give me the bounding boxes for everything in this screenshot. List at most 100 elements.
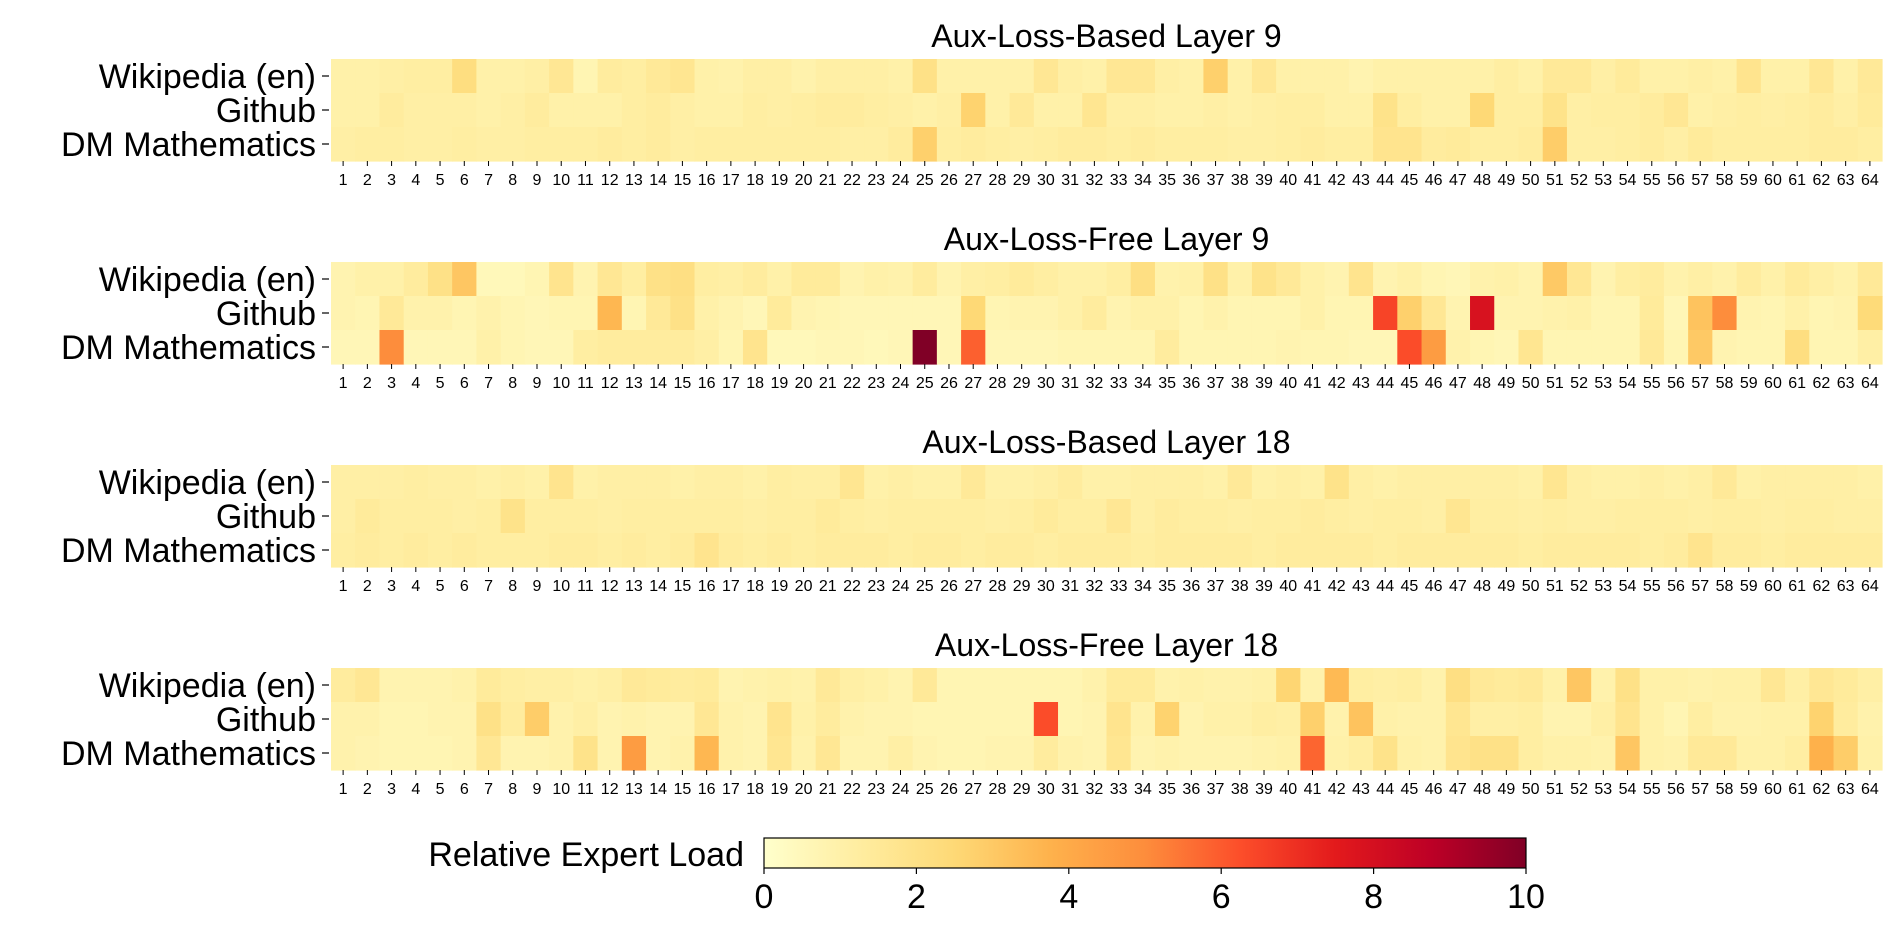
- heatmap-cell: [1154, 668, 1180, 703]
- heatmap-cell: [1591, 93, 1617, 128]
- x-tick-label: 9: [533, 375, 542, 392]
- heatmap-cell: [1179, 533, 1205, 568]
- heatmap-cell: [936, 262, 962, 297]
- heatmap-cell: [1470, 127, 1495, 162]
- panel-title: Aux-Loss-Based Layer 9: [931, 18, 1281, 54]
- heatmap-cell: [1373, 533, 1398, 568]
- heatmap-cell: [1324, 499, 1350, 534]
- x-tick-label: 10: [552, 375, 570, 392]
- x-tick-label: 18: [746, 578, 764, 595]
- heatmap-cell: [1154, 736, 1180, 771]
- heatmap-cell: [1082, 499, 1108, 534]
- x-tick-label: 43: [1352, 578, 1370, 595]
- x-tick-label: 25: [916, 172, 934, 189]
- x-tick-label: 55: [1643, 375, 1661, 392]
- heatmap-cell: [549, 296, 574, 331]
- x-tick-label: 46: [1425, 781, 1443, 798]
- heatmap-cell: [864, 93, 889, 128]
- heatmap-cell: [1542, 668, 1568, 703]
- heatmap-cell: [718, 736, 744, 771]
- heatmap-cell: [646, 262, 671, 297]
- heatmap-cell: [646, 668, 671, 703]
- heatmap-cell: [1300, 465, 1326, 500]
- heatmap-cell: [427, 127, 453, 162]
- x-tick-label: 17: [722, 172, 740, 189]
- heatmap-cell: [1373, 262, 1398, 297]
- heatmap-cell: [1494, 330, 1520, 365]
- heatmap-cell: [791, 499, 817, 534]
- heatmap-cell: [1179, 127, 1205, 162]
- x-tick-label: 12: [601, 375, 619, 392]
- heatmap-cell: [985, 262, 1011, 297]
- heatmap-cell: [1663, 465, 1689, 500]
- heatmap-cell: [1227, 533, 1253, 568]
- x-tick-label: 1: [339, 781, 348, 798]
- heatmap-cell: [573, 127, 599, 162]
- heatmap-cell: [427, 296, 453, 331]
- heatmap-cell: [694, 702, 720, 737]
- heatmap-cell: [1348, 668, 1374, 703]
- heatmap-cell: [839, 93, 865, 128]
- heatmap-cell: [379, 465, 405, 500]
- x-tick-label: 16: [698, 375, 716, 392]
- heatmap-cell: [1760, 296, 1786, 331]
- heatmap-cell: [1470, 59, 1495, 94]
- x-tick-label: 22: [843, 781, 861, 798]
- x-tick-label: 38: [1231, 578, 1249, 595]
- x-tick-label: 60: [1764, 172, 1782, 189]
- heatmap-cell: [961, 127, 986, 162]
- heatmap-cell: [549, 59, 574, 94]
- heatmap-cell: [549, 262, 574, 297]
- heatmap-cell: [1130, 465, 1156, 500]
- x-tick-label: 21: [819, 781, 837, 798]
- heatmap-cell: [1833, 499, 1859, 534]
- heatmap-cell: [1106, 668, 1132, 703]
- x-tick-label: 8: [508, 172, 517, 189]
- heatmap-cell: [1179, 499, 1205, 534]
- heatmap-cell: [1445, 736, 1471, 771]
- heatmap-cell: [379, 499, 405, 534]
- heatmap-cell: [1203, 296, 1229, 331]
- heatmap-cell: [597, 533, 623, 568]
- x-tick-label: 39: [1255, 172, 1273, 189]
- heatmap-cell: [500, 499, 526, 534]
- heatmap-cell: [1736, 533, 1762, 568]
- heatmap-cell: [476, 296, 502, 331]
- heatmap-cell: [1833, 93, 1859, 128]
- x-tick-label: 20: [795, 172, 813, 189]
- heatmap-cell: [718, 127, 744, 162]
- heatmap-cell: [1833, 330, 1859, 365]
- heatmap-cell: [1227, 93, 1253, 128]
- heatmap-cell: [1445, 465, 1471, 500]
- heatmap-cell: [1421, 668, 1447, 703]
- heatmap-cell: [355, 59, 381, 94]
- heatmap-cell: [864, 702, 889, 737]
- heatmap-cell: [961, 668, 986, 703]
- x-tick-label: 49: [1497, 172, 1515, 189]
- x-tick-label: 1: [339, 172, 348, 189]
- heatmap-cell: [1809, 668, 1835, 703]
- heatmap-cell: [718, 330, 744, 365]
- heatmap-cell: [1203, 93, 1229, 128]
- colorbar-tick-label: 4: [1059, 878, 1078, 916]
- heatmap-cell: [1615, 702, 1641, 737]
- heatmap-cell: [597, 465, 623, 500]
- x-tick-label: 15: [674, 578, 692, 595]
- heatmap-cell: [1348, 296, 1374, 331]
- y-tick-label: Wikipedia (en): [99, 261, 316, 299]
- heatmap-cell: [452, 330, 477, 365]
- heatmap-cell: [1470, 736, 1495, 771]
- heatmap-cell: [1760, 533, 1786, 568]
- heatmap-cell: [500, 296, 526, 331]
- x-tick-label: 9: [533, 578, 542, 595]
- heatmap-cell: [403, 330, 429, 365]
- x-tick-label: 38: [1231, 781, 1249, 798]
- heatmap-cell: [1857, 296, 1883, 331]
- heatmap-cell: [815, 330, 841, 365]
- x-tick-label: 8: [508, 578, 517, 595]
- heatmap-cell: [1033, 465, 1059, 500]
- heatmap-cell: [1736, 296, 1762, 331]
- heatmap-cell: [1857, 127, 1883, 162]
- heatmap-cell: [1518, 59, 1544, 94]
- x-tick-label: 12: [601, 578, 619, 595]
